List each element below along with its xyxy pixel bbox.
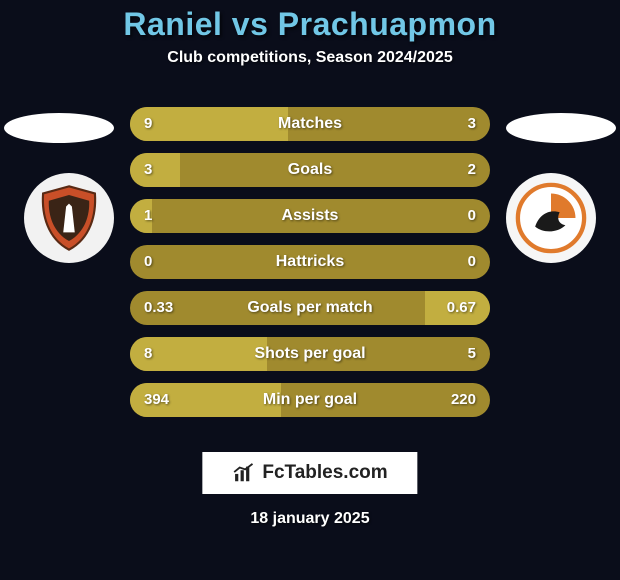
stat-row: Hattricks0 0 (130, 245, 490, 279)
stat-row: Assists1 0 (130, 199, 490, 233)
stat-label: Matches (130, 107, 490, 141)
brand-text: FcTables.com (262, 462, 387, 484)
stat-value-left: 3 (144, 153, 152, 187)
stat-value-left: 0.33 (144, 291, 173, 325)
stat-row: Min per goal394 220 (130, 383, 490, 417)
stat-value-right: 220 (451, 383, 476, 417)
brand-box: FcTables.com (202, 452, 417, 494)
footer-date: 18 january 2025 (0, 510, 620, 528)
bangkok-glass-icon (33, 182, 105, 254)
shadow-ellipse-right (506, 113, 616, 143)
stat-value-right: 0 (468, 199, 476, 233)
stat-label: Shots per goal (130, 337, 490, 371)
stat-value-left: 1 (144, 199, 152, 233)
stat-value-left: 0 (144, 245, 152, 279)
stat-label: Goals per match (130, 291, 490, 325)
chiangrai-icon (515, 182, 587, 254)
content-stage: Matches93Goals32Assists10Hattricks00Goal… (0, 95, 620, 580)
stat-row: Goals per match0.33 0.67 (130, 291, 490, 325)
stat-label: Goals (130, 153, 490, 187)
stats-bars: Matches93Goals32Assists10Hattricks00Goal… (130, 107, 490, 417)
brand-chart-icon (232, 462, 254, 484)
page-subtitle: Club competitions, Season 2024/2025 (167, 49, 452, 67)
comparison-card: Raniel vs Prachuapmon Club competitions,… (0, 0, 620, 580)
stat-row: Shots per goal8 5 (130, 337, 490, 371)
stat-value-right: 5 (468, 337, 476, 371)
stat-label: Min per goal (130, 383, 490, 417)
stat-value-left: 9 (144, 107, 152, 141)
team-badge-left (24, 173, 114, 263)
stat-row: Matches9 3 (130, 107, 490, 141)
stat-label: Assists (130, 199, 490, 233)
stat-value-right: 3 (468, 107, 476, 141)
page-title: Raniel vs Prachuapmon (123, 6, 496, 43)
shadow-ellipse-left (4, 113, 114, 143)
stat-value-right: 2 (468, 153, 476, 187)
stat-value-right: 0.67 (447, 291, 476, 325)
team-badge-right (506, 173, 596, 263)
stat-label: Hattricks (130, 245, 490, 279)
stat-value-left: 8 (144, 337, 152, 371)
stat-value-right: 0 (468, 245, 476, 279)
stat-value-left: 394 (144, 383, 169, 417)
stat-row: Goals3 2 (130, 153, 490, 187)
